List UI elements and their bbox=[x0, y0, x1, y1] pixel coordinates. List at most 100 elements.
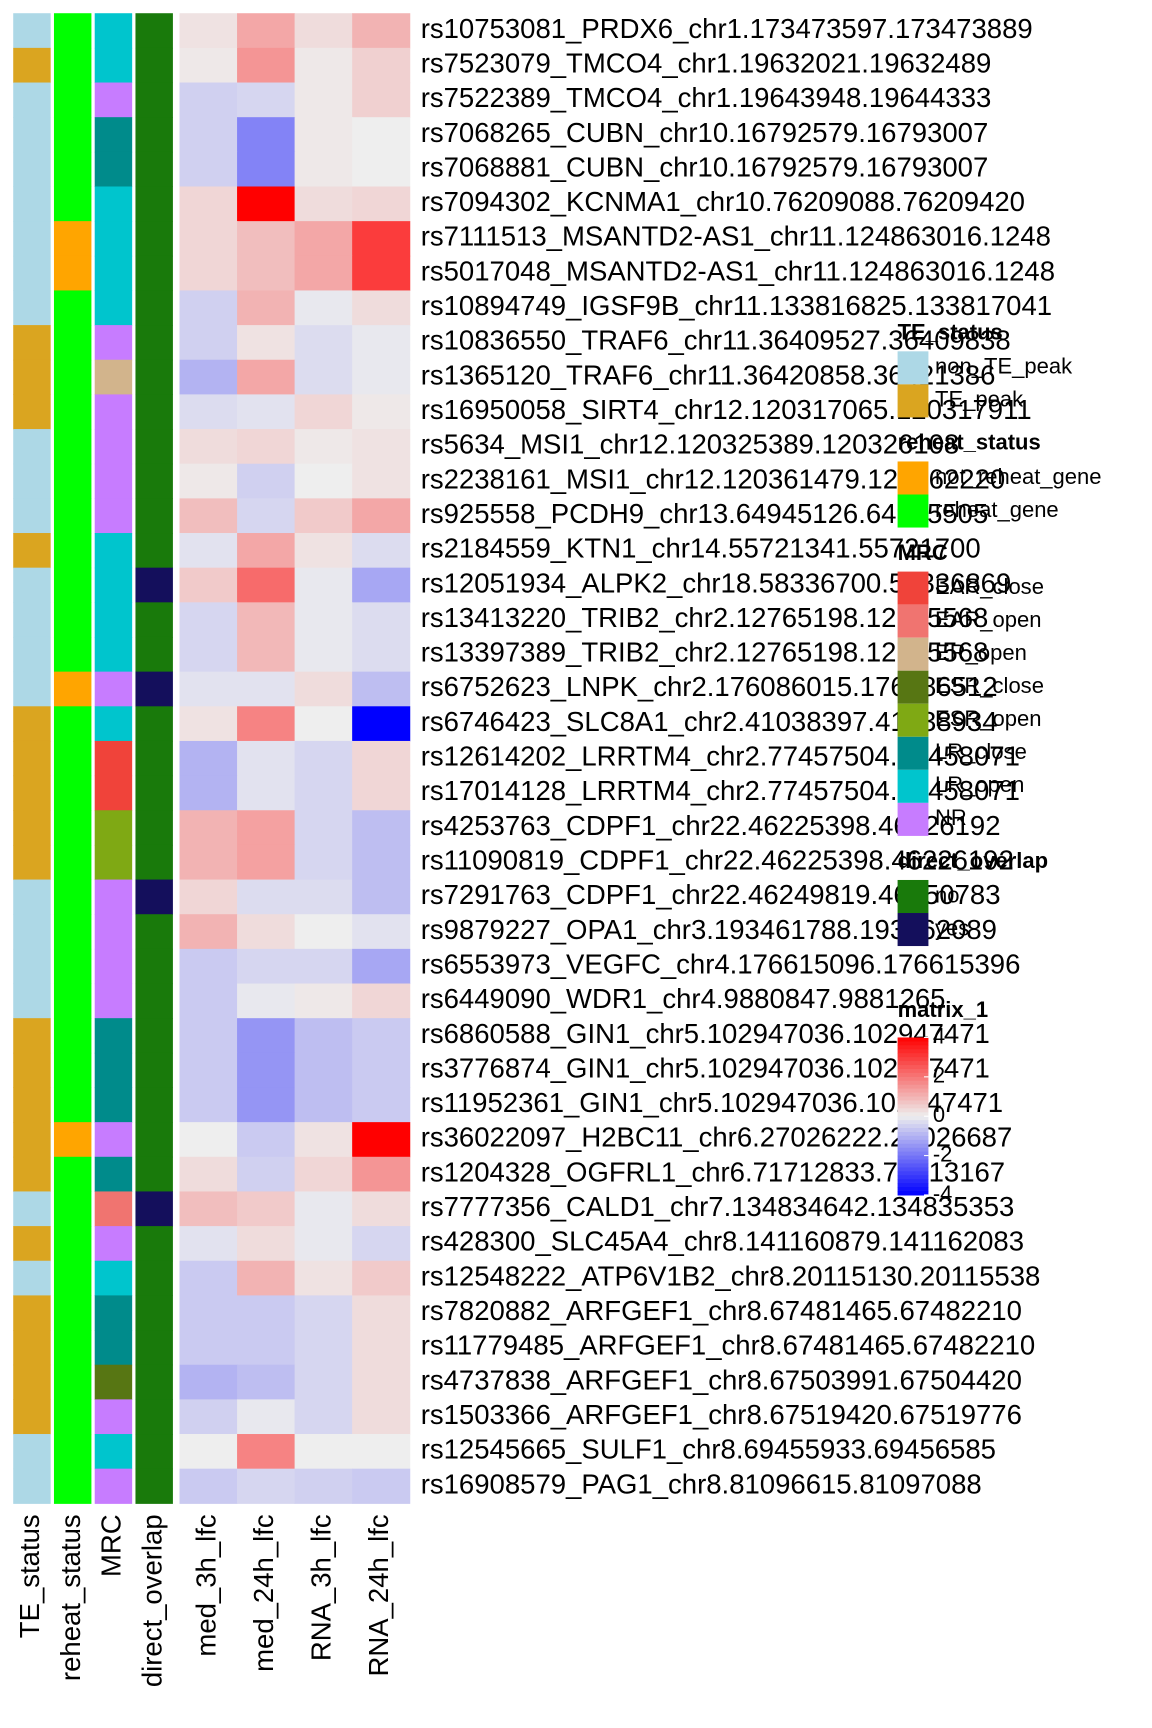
colorbar-segment bbox=[897, 1049, 929, 1054]
annotation-cell bbox=[94, 359, 133, 395]
heatmap-cell bbox=[237, 1434, 296, 1470]
heatmap-cell bbox=[237, 810, 296, 846]
annotation-cell bbox=[13, 221, 51, 257]
annotation-cell bbox=[13, 1399, 51, 1435]
heatmap-cell bbox=[352, 567, 411, 603]
annotation-cell bbox=[135, 117, 173, 153]
heatmap-cell bbox=[294, 1330, 353, 1366]
annotation-cell bbox=[53, 186, 92, 222]
heatmap-cell bbox=[352, 1226, 411, 1262]
annotation-cell bbox=[135, 1260, 173, 1296]
heatmap-cell bbox=[237, 567, 296, 603]
annotation-cell bbox=[53, 325, 92, 361]
heatmap-cell bbox=[352, 498, 411, 534]
colorbar-segment bbox=[897, 1135, 929, 1141]
row-label: rs10894749_IGSF9B_chr11.133816825.133817… bbox=[421, 290, 1052, 321]
colorbar-segment bbox=[897, 1072, 929, 1078]
heatmap-cell bbox=[294, 429, 353, 465]
heatmap-cell bbox=[179, 463, 238, 499]
annotation-cell bbox=[13, 82, 51, 118]
heatmap-cell bbox=[237, 1468, 296, 1504]
annotation-cell bbox=[94, 810, 133, 846]
annotation-cell bbox=[13, 1226, 51, 1262]
heatmap-cell bbox=[294, 671, 353, 707]
heatmap-cell bbox=[237, 1226, 296, 1262]
annotation-cell bbox=[13, 740, 51, 777]
legend-swatch bbox=[897, 494, 929, 528]
heatmap-cell bbox=[179, 117, 238, 153]
heatmap-cell bbox=[179, 1399, 238, 1435]
annotation-cell bbox=[53, 1052, 92, 1089]
row-label: rs16908579_PAG1_chr8.81096615.81097088 bbox=[421, 1468, 982, 1499]
annotation-cell bbox=[53, 1330, 92, 1366]
heatmap-cell bbox=[352, 706, 411, 742]
row-label: rs13413220_TRIB2_chr2.12765198.12765568 bbox=[421, 602, 989, 633]
annotation-cell bbox=[94, 1260, 133, 1296]
annotation-cell bbox=[53, 13, 92, 49]
annotation-cell bbox=[94, 1122, 133, 1158]
annotation-cell bbox=[53, 706, 92, 742]
annotation-cell bbox=[135, 810, 173, 846]
annotation-cell bbox=[13, 1295, 51, 1331]
colorbar-segment bbox=[897, 1179, 929, 1184]
heatmap-cell bbox=[237, 1191, 296, 1227]
colorbar-segment bbox=[897, 1088, 929, 1094]
annotation-cell bbox=[13, 498, 51, 534]
legend-swatch bbox=[897, 769, 929, 803]
heatmap-cell bbox=[352, 740, 411, 777]
heatmap-cell bbox=[294, 1295, 353, 1331]
legend-label: TE_peak bbox=[935, 387, 1024, 412]
annotation-cell bbox=[94, 1018, 133, 1054]
annotation-cell bbox=[94, 186, 133, 222]
heatmap-cell bbox=[179, 1087, 238, 1123]
heatmap-cell bbox=[179, 1156, 238, 1192]
heatmap-cell bbox=[352, 1364, 411, 1400]
row-label: rs4737838_ARFGEF1_chr8.67503991.67504420 bbox=[421, 1364, 1022, 1395]
heatmap-cell bbox=[237, 117, 296, 153]
annotation-cell bbox=[94, 636, 133, 673]
annotation-cell bbox=[94, 13, 133, 49]
annotation-cell bbox=[13, 1191, 51, 1227]
heatmap-cell bbox=[294, 221, 353, 257]
heatmap-cell bbox=[179, 948, 238, 985]
heatmap-cell bbox=[237, 13, 296, 49]
heatmap-cell bbox=[294, 325, 353, 361]
heatmap-cell bbox=[294, 498, 353, 534]
heatmap-cell bbox=[237, 429, 296, 465]
colorbar-tick-label: 0 bbox=[933, 1102, 945, 1127]
heatmap-cell bbox=[237, 983, 296, 1019]
heatmap-cell bbox=[237, 463, 296, 499]
annotation-cell bbox=[94, 1087, 133, 1123]
heatmap-cell bbox=[179, 1330, 238, 1366]
colorbar-segment bbox=[897, 1080, 929, 1086]
heatmap-cell bbox=[352, 463, 411, 499]
annotation-cell bbox=[94, 914, 133, 950]
heatmap-cell bbox=[352, 1052, 411, 1089]
annotation-cell bbox=[53, 117, 92, 153]
heatmap-cell bbox=[352, 775, 411, 811]
annotation-cell bbox=[13, 463, 51, 499]
annotation-cell bbox=[13, 1364, 51, 1400]
annotation-cell bbox=[53, 671, 92, 707]
annotation-cell bbox=[13, 844, 51, 881]
heatmap-cell bbox=[294, 1468, 353, 1504]
row-label: rs12545665_SULF1_chr8.69455933.69456585 bbox=[421, 1434, 996, 1465]
heatmap-cell bbox=[352, 429, 411, 465]
colorbar-segment bbox=[897, 1037, 929, 1042]
annotation-cell bbox=[53, 567, 92, 603]
column-label: MRC bbox=[96, 1514, 127, 1577]
annotation-cell bbox=[135, 186, 173, 222]
heatmap-cell bbox=[294, 117, 353, 153]
annotation-cell bbox=[135, 983, 173, 1019]
heatmap-cell bbox=[352, 914, 411, 950]
colorbar-segment bbox=[897, 1187, 929, 1192]
legend-label: EAR_close bbox=[935, 574, 1044, 599]
annotation-cell bbox=[53, 636, 92, 673]
legend-swatch bbox=[897, 571, 929, 605]
heatmap-cell bbox=[179, 533, 238, 569]
legend-swatch bbox=[897, 913, 929, 947]
heatmap-cell bbox=[352, 810, 411, 846]
colorbar-segment bbox=[897, 1159, 929, 1165]
heatmap-cell bbox=[294, 359, 353, 395]
